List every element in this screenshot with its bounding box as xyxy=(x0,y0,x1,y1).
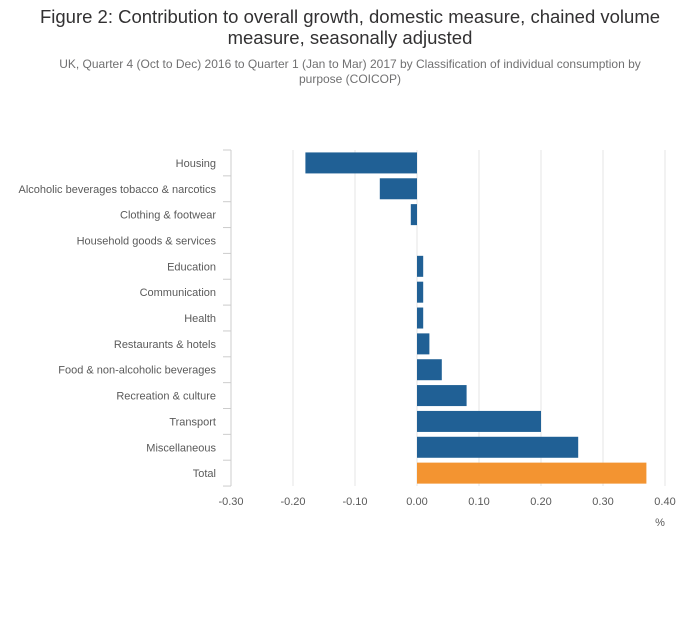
category-labels: Housing Alcoholic beverages tobacco & nar… xyxy=(19,158,217,480)
category-label: Clothing & footwear xyxy=(120,210,216,222)
chart-title: Figure 2: Contribution to overall growth… xyxy=(39,6,661,48)
x-axis-unit-label: % xyxy=(655,517,665,529)
x-tick-label: 0.30 xyxy=(592,496,613,508)
category-label: Food & non-alcoholic beverages xyxy=(58,365,216,377)
x-tick-label: 0.20 xyxy=(530,496,551,508)
x-tick-label: -0.30 xyxy=(218,496,243,508)
category-axis xyxy=(223,149,232,487)
gridlines xyxy=(292,150,666,487)
bar[interactable] xyxy=(417,436,579,458)
x-tick-label: 0.40 xyxy=(654,496,675,508)
x-tick-label: -0.10 xyxy=(342,496,367,508)
x-axis-ticks: -0.30 -0.20 -0.10 0.00 0.10 0.20 0.30 0.40 xyxy=(218,496,675,508)
bar[interactable] xyxy=(417,410,541,432)
category-label: Transport xyxy=(169,416,216,428)
bar[interactable] xyxy=(417,307,424,329)
category-label: Communication xyxy=(140,287,216,299)
category-label: Miscellaneous xyxy=(146,442,216,454)
chart-subtitle: UK, Quarter 4 (Oct to Dec) 2016 to Quart… xyxy=(59,57,641,86)
bar[interactable] xyxy=(417,359,442,381)
category-label: Housing xyxy=(176,158,216,170)
category-label: Household goods & services xyxy=(77,235,217,247)
bar[interactable] xyxy=(305,152,417,174)
bar[interactable] xyxy=(410,204,417,226)
category-label: Restaurants & hotels xyxy=(114,339,217,351)
category-label: Recreation & culture xyxy=(116,391,216,403)
bar[interactable] xyxy=(417,281,424,303)
x-tick-label: -0.20 xyxy=(280,496,305,508)
bar[interactable] xyxy=(417,255,424,277)
category-label: Total xyxy=(193,468,216,480)
x-tick-label: 0.10 xyxy=(468,496,489,508)
category-label: Health xyxy=(184,313,216,325)
x-tick-label: 0.00 xyxy=(406,496,427,508)
bar[interactable] xyxy=(379,178,417,200)
bars xyxy=(305,152,647,484)
bar[interactable] xyxy=(417,385,467,407)
bar[interactable] xyxy=(417,462,647,484)
bar[interactable] xyxy=(417,333,430,355)
category-label: Education xyxy=(167,261,216,273)
category-label: Alcoholic beverages tobacco & narcotics xyxy=(19,184,217,196)
